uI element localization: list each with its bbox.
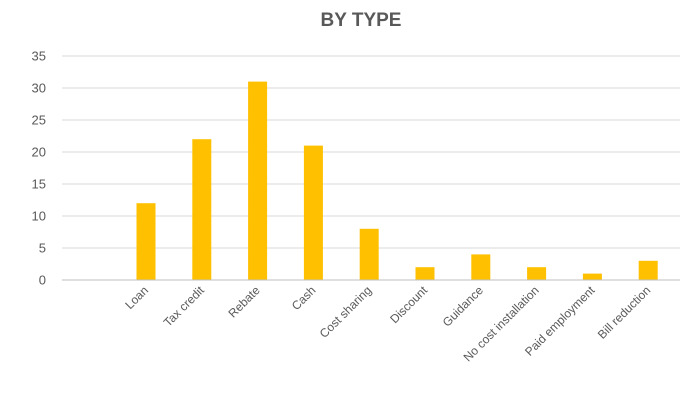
x-category-label: Guidance (440, 283, 486, 329)
y-tick-label: 20 (32, 145, 46, 160)
y-tick-label: 15 (32, 177, 46, 192)
bar-paid-employment (582, 273, 602, 280)
x-category-label: Cash (289, 283, 319, 313)
bar-bill-reduction (638, 260, 658, 280)
y-tick-label: 35 (32, 49, 46, 64)
bar-cost-sharing (359, 228, 379, 280)
y-tick-label: 10 (32, 209, 46, 224)
gridlines (62, 55, 680, 249)
y-tick-label: 5 (39, 241, 46, 256)
bar-loan (136, 203, 156, 280)
y-axis-ticks: 0 5 10 15 20 25 30 35 (32, 49, 46, 288)
x-category-label: Tax credit (161, 283, 208, 330)
x-category-label: Loan (122, 283, 151, 312)
x-category-label: Discount (387, 283, 430, 326)
bar-discount (415, 267, 435, 280)
x-category-label: Bill reduction (595, 283, 653, 341)
x-category-label: Rebate (225, 283, 262, 320)
y-tick-label: 30 (32, 81, 46, 96)
bar-no-cost-installation (527, 267, 547, 280)
y-tick-label: 0 (39, 273, 46, 288)
bar-rebate (248, 81, 268, 280)
bar-cash (303, 145, 323, 280)
y-tick-label: 25 (32, 113, 46, 128)
bar-guidance (471, 254, 491, 280)
chart-title: BY TYPE (321, 10, 402, 31)
bars (136, 81, 658, 280)
x-category-label: Cost sharing (317, 283, 375, 341)
bar-tax-credit (192, 139, 212, 280)
